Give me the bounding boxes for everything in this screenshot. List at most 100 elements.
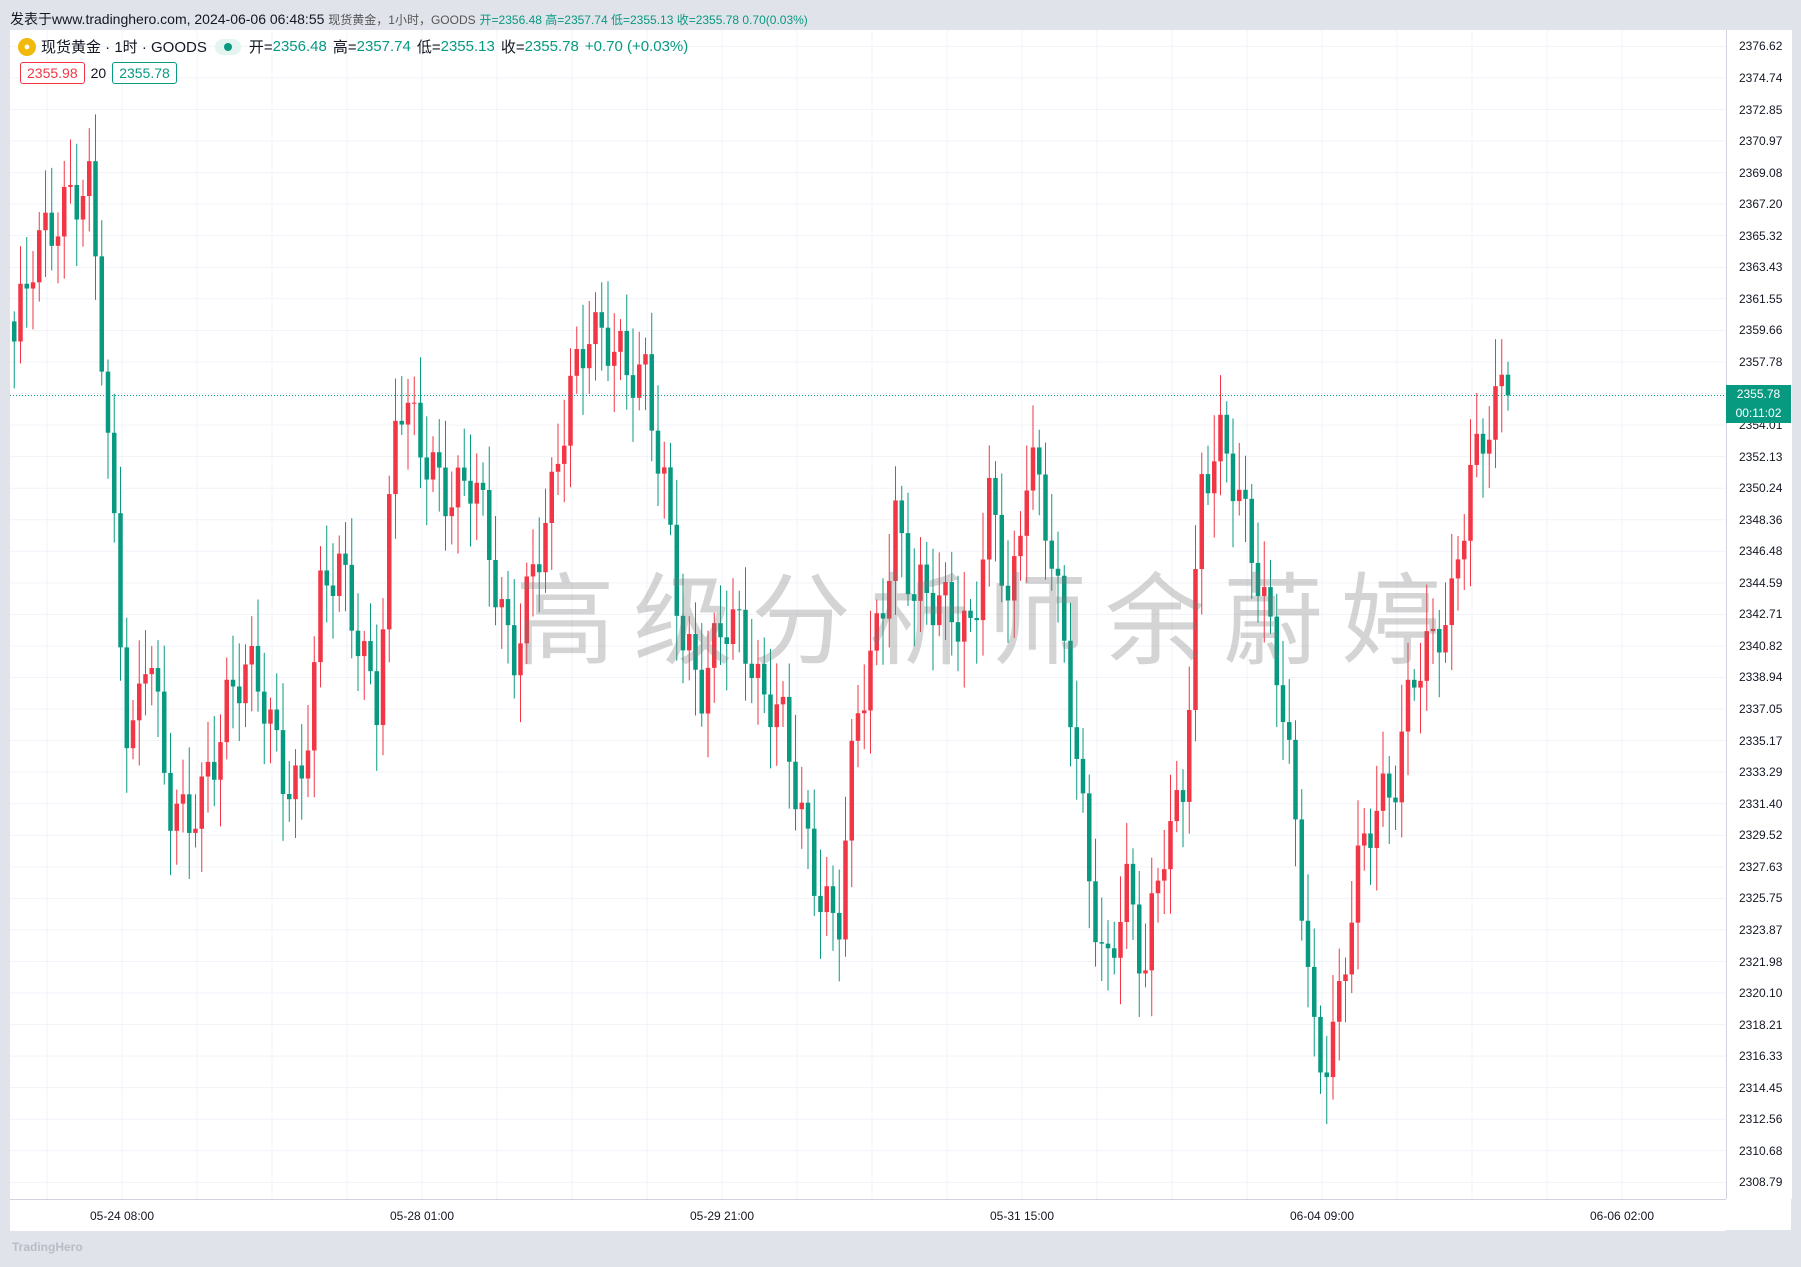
candle-body (168, 772, 173, 831)
candle-body (324, 570, 329, 586)
y-tick-label: 2359.66 (1739, 323, 1783, 338)
candle-body (1487, 439, 1492, 454)
candle-body (80, 195, 86, 220)
candles (12, 114, 1511, 1124)
candle-body (1499, 374, 1504, 387)
candle-body (849, 740, 854, 841)
candle-body (1480, 433, 1486, 454)
candle-body (787, 696, 792, 762)
candle-body (1030, 447, 1036, 491)
candle-body (1243, 489, 1248, 499)
candle-body (280, 730, 286, 794)
candle-body (405, 402, 411, 425)
y-tick-label: 2350.24 (1739, 481, 1783, 496)
y-tick-label: 2308.79 (1739, 1175, 1783, 1190)
gold-coin-icon: ● (18, 37, 36, 56)
y-tick-label: 2370.97 (1739, 134, 1783, 149)
candle-body (1155, 880, 1161, 894)
candle-body (255, 645, 261, 692)
candle-body (543, 522, 548, 573)
candle-body (1362, 833, 1367, 846)
candle-body (599, 312, 604, 328)
candle-body (993, 477, 998, 515)
candle-body (768, 694, 773, 728)
candle-body (1424, 631, 1429, 681)
candle-body (12, 321, 17, 342)
candle-body (780, 696, 786, 705)
candle-body (1212, 461, 1217, 494)
candle-body (1162, 869, 1167, 881)
candle-body (812, 828, 817, 896)
symbol-legend[interactable]: ● 现货黄金 · 1时 · GOODS 开= 2356.48 高= 2357.74 … (18, 36, 694, 57)
y-tick-label: 2346.48 (1739, 544, 1783, 559)
candle-body (830, 886, 836, 913)
candle-body (637, 364, 642, 398)
candle-body (1199, 474, 1204, 570)
candle-body (343, 553, 348, 565)
candle-body (55, 236, 61, 246)
candle-body (855, 713, 861, 741)
candle-body (1218, 414, 1223, 462)
candle-body (1412, 679, 1417, 688)
candle-body (1043, 474, 1048, 541)
candle-body (380, 629, 386, 726)
candle-body (487, 489, 492, 561)
price-axis[interactable]: 2376.62 2374.74 2372.85 2370.97 2369.08 2367.… (1726, 30, 1792, 1199)
ohlc-summary: 开=2356.48 高=2357.74 低=2355.13 收=2355.78 … (479, 13, 808, 27)
candle-body (1443, 625, 1448, 653)
candle-body (499, 599, 504, 608)
candle-body (955, 622, 961, 642)
y-tick-label: 2338.94 (1739, 670, 1783, 685)
candle-body (1187, 710, 1192, 802)
candle-body (243, 664, 248, 704)
candle-body (1387, 773, 1392, 798)
candle-body (30, 282, 36, 289)
candle-body (843, 840, 848, 940)
candle-body (162, 691, 167, 773)
candle-body (737, 609, 742, 611)
candle-body (87, 161, 92, 196)
candle-body (1462, 540, 1467, 560)
chart-panel: 高级分析师余蔚婷 ● 现货黄金 · 1时 · GOODS 开= 2356.48 高… (10, 30, 1792, 1231)
candle-body (480, 482, 486, 490)
candlestick-chart[interactable] (10, 30, 1726, 1199)
candle-body (18, 283, 23, 342)
candle-body (224, 679, 229, 743)
grid-lines (10, 30, 1726, 1199)
buy-price-button[interactable]: 2355.78 (112, 62, 177, 84)
candle-body (1018, 535, 1023, 557)
candle-body (180, 794, 186, 804)
candle-body (624, 330, 629, 376)
candle-body (455, 467, 461, 508)
candle-body (1074, 727, 1079, 759)
y-tick-label: 2372.85 (1739, 102, 1783, 117)
candle-body (1180, 790, 1186, 802)
candle-body (1037, 447, 1042, 475)
x-tick-label: 05-28 01:00 (389, 1209, 455, 1223)
candle-body (580, 348, 586, 369)
y-tick-label: 2344.59 (1739, 575, 1783, 590)
sell-price-button[interactable]: 2355.98 (20, 62, 85, 84)
candle-body (112, 432, 117, 514)
market-status-icon[interactable] (214, 38, 241, 55)
plot-area[interactable]: 高级分析师余蔚婷 (10, 30, 1726, 1199)
y-tick-label: 2335.17 (1739, 733, 1783, 748)
candle-body (668, 467, 673, 525)
y-tick-label: 2323.87 (1739, 922, 1783, 937)
time-axis[interactable]: 05-24 08:00 05-28 01:00 05-29 21:00 05-31 1… (10, 1199, 1726, 1231)
candle-body (1124, 863, 1129, 922)
candle-body (587, 344, 592, 369)
top-bar: 发表于www.tradinghero.com, 2024-06-06 06:48… (0, 0, 1801, 30)
candle-body (1062, 575, 1067, 641)
symbol-name[interactable]: 现货黄金 · 1时 · GOODS (41, 39, 207, 56)
candle-body (274, 709, 279, 731)
candle-body (549, 471, 554, 523)
low-value: 2355.13 (440, 38, 495, 55)
candle-body (205, 761, 211, 777)
y-tick-label: 2369.08 (1739, 165, 1783, 180)
candle-body (218, 742, 223, 780)
candle-body (424, 457, 429, 480)
candle-body (230, 679, 236, 687)
candle-body (1312, 966, 1317, 1017)
bar-countdown: 00:11:02 (1735, 406, 1782, 421)
